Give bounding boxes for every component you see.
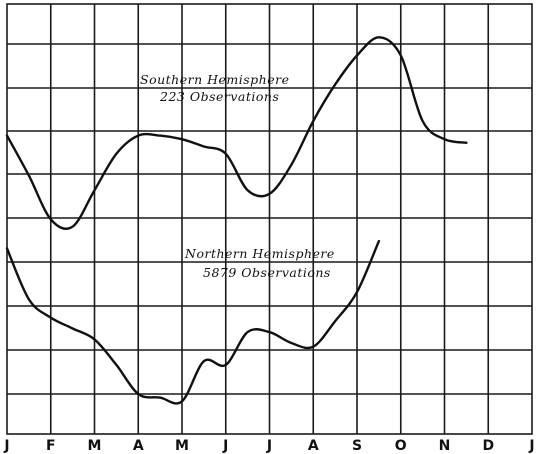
x-tick-label: M	[175, 438, 189, 454]
x-tick-label: O	[395, 438, 407, 454]
southern-hemisphere-curve	[5, 36, 468, 230]
x-tick-label: D	[482, 438, 494, 454]
northern-hemisphere-curve	[5, 239, 381, 405]
x-tick-label: M	[88, 438, 102, 454]
x-tick-label: F	[46, 438, 56, 454]
x-tick-label: A	[133, 438, 144, 454]
northern-label-line1: Northern Hemisphere	[184, 246, 335, 261]
x-tick-label: S	[352, 438, 362, 454]
southern-annotation: Southern Hemisphere 223 Observations	[140, 72, 290, 104]
x-tick-label: J	[528, 438, 534, 454]
northern-label-line2: 5879 Observations	[203, 265, 331, 280]
chart-grid	[7, 4, 532, 434]
x-tick-label: J	[266, 438, 272, 454]
northern-annotation: Northern Hemisphere 5879 Observations	[184, 246, 335, 280]
x-tick-label: J	[222, 438, 228, 454]
x-tick-label: A	[308, 438, 319, 454]
plot-frame	[6, 3, 533, 435]
x-tick-label: J	[3, 438, 9, 454]
x-tick-label: N	[439, 438, 451, 454]
southern-label-line1: Southern Hemisphere	[140, 72, 290, 87]
chart-curves	[5, 36, 468, 405]
southern-label-line2: 223 Observations	[159, 89, 279, 104]
